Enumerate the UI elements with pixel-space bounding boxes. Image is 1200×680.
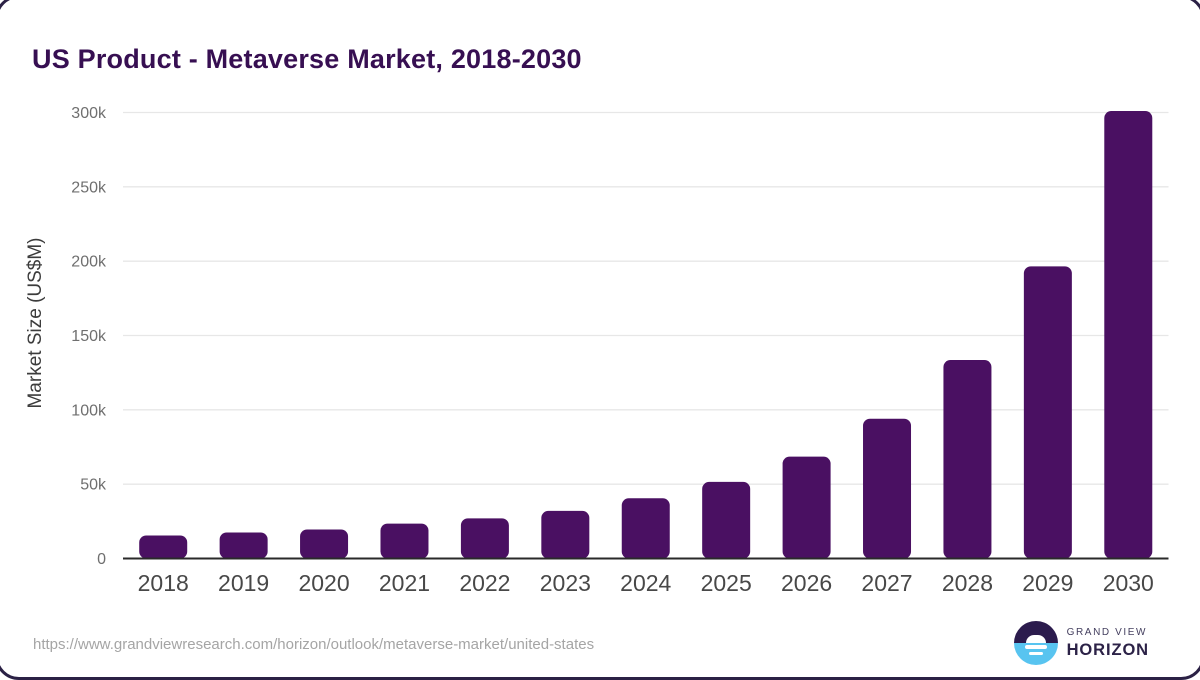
bar-2021 [380, 523, 429, 559]
x-tick-label: 2025 [701, 570, 752, 596]
bar-2030 [1104, 111, 1153, 559]
bar-2024 [621, 498, 670, 559]
bar-2025 [702, 481, 751, 559]
sun-reflection-line-2 [1028, 651, 1043, 655]
bar-2023 [541, 510, 590, 559]
sun-reflection-line-1 [1024, 645, 1047, 649]
x-tick-label: 2030 [1103, 570, 1154, 596]
grand-view-horizon-logo: GRAND VIEW HORIZON [1013, 621, 1149, 665]
sun-dome-shape [1025, 635, 1046, 643]
bar-2022 [460, 518, 509, 559]
x-tick-label: 2029 [1022, 570, 1073, 596]
x-tick-label: 2027 [861, 570, 912, 596]
x-tick-label: 2021 [379, 570, 430, 596]
x-tick-label: 2019 [218, 570, 269, 596]
bar-2019 [219, 532, 268, 559]
bar-2018 [139, 535, 188, 559]
horizon-sun-icon [1013, 621, 1058, 665]
y-tick-label: 200k [71, 254, 107, 271]
x-tick-label: 2028 [942, 570, 993, 596]
x-tick-label: 2022 [459, 570, 510, 596]
bar-2020 [300, 529, 349, 559]
bar-2028 [943, 360, 992, 559]
y-tick-label: 300k [71, 105, 107, 122]
x-tick-label: 2024 [620, 570, 671, 596]
bar-2027 [863, 418, 912, 559]
y-axis-title: Market Size (US$M) [25, 237, 46, 408]
x-tick-label: 2020 [298, 570, 349, 596]
y-tick-label: 250k [71, 179, 107, 196]
y-tick-label: 50k [80, 477, 107, 494]
x-tick-label: 2026 [781, 570, 832, 596]
logo-brand-top: GRAND VIEW [1066, 626, 1148, 638]
y-tick-label: 100k [71, 402, 107, 419]
bar-2026 [782, 456, 831, 559]
source-url: https://www.grandviewresearch.com/horizo… [33, 636, 595, 653]
y-tick-label: 150k [71, 328, 107, 345]
bar-2029 [1023, 266, 1072, 559]
logo-wordmark: GRAND VIEW HORIZON [1066, 626, 1149, 659]
x-tick-label: 2018 [138, 570, 189, 596]
y-tick-label: 0 [97, 551, 106, 568]
x-tick-label: 2023 [540, 570, 591, 596]
chart-title: US Product - Metaverse Market, 2018-2030 [32, 44, 582, 75]
logo-brand-bottom: HORIZON [1066, 640, 1149, 659]
